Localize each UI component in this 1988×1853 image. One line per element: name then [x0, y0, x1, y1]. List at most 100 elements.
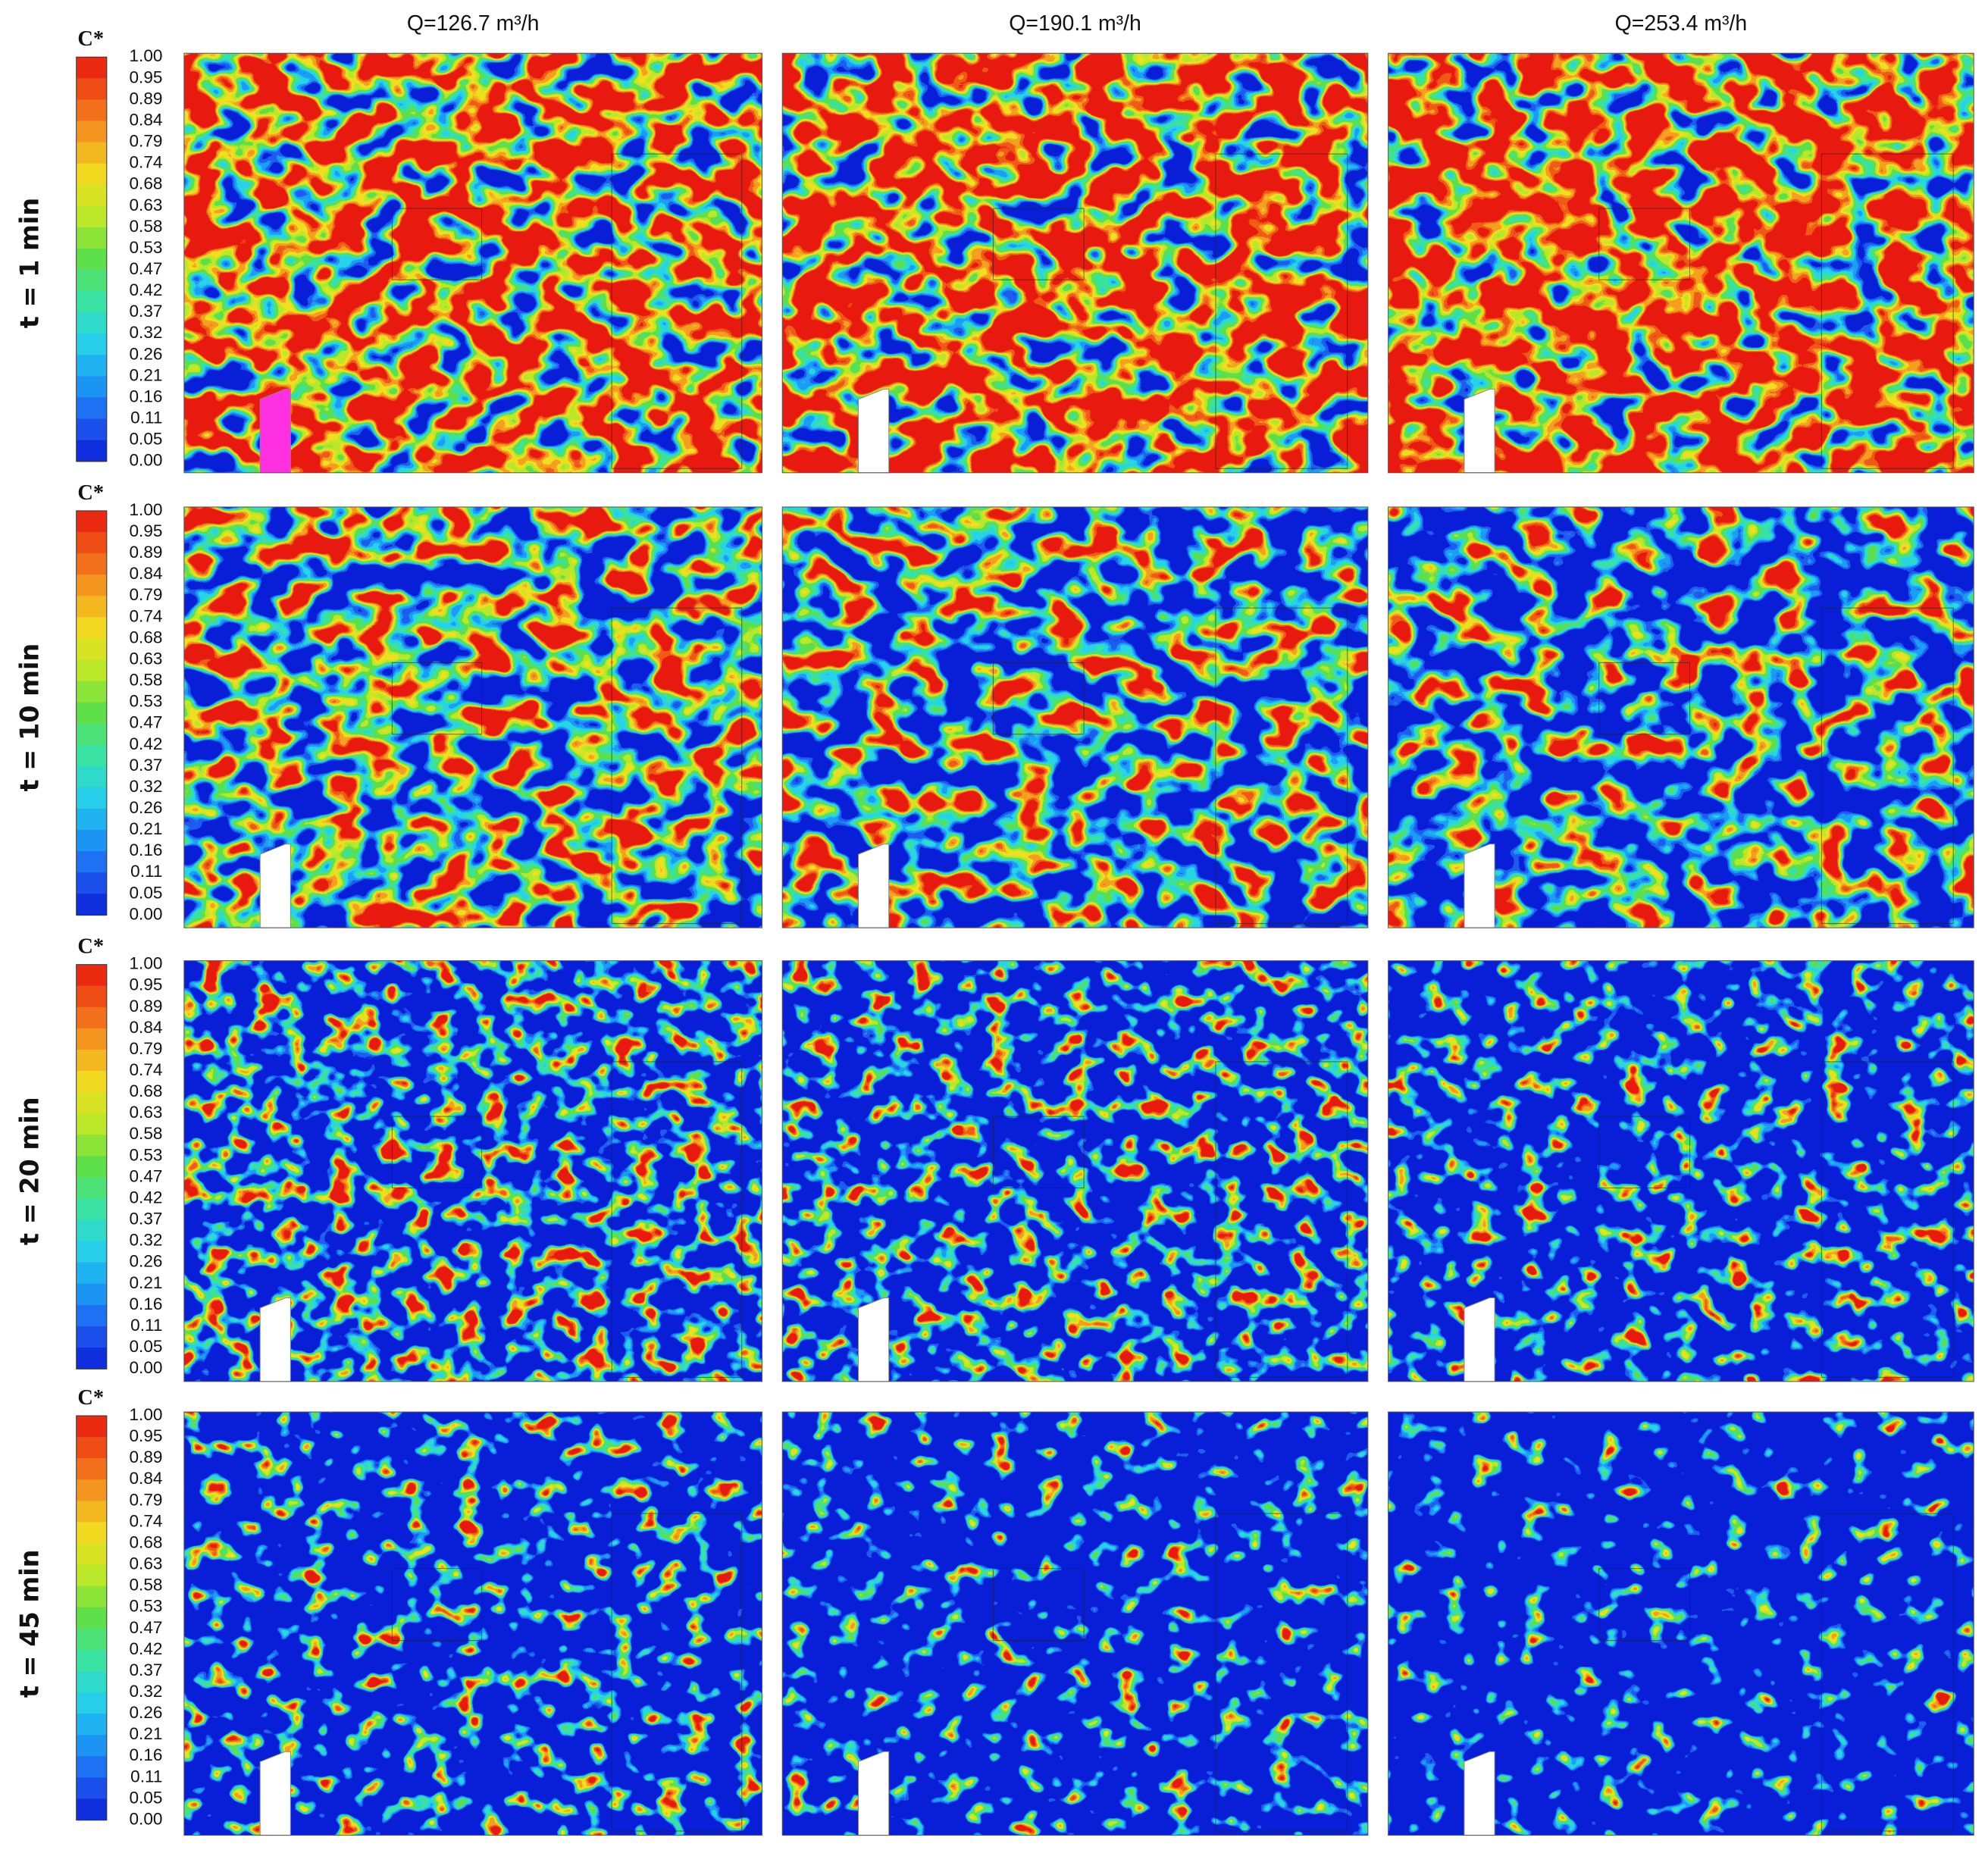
colorbar-band — [76, 1347, 107, 1369]
colorbar-band — [76, 1437, 107, 1459]
colorbar-tick-label: 0.47 — [130, 1618, 163, 1637]
region-outline — [611, 1061, 743, 1378]
colorbar-band — [76, 574, 107, 596]
colorbar-tick-label: 0.32 — [130, 1231, 163, 1250]
colorbar-band — [76, 270, 107, 292]
colorbar-tick-label: 0.11 — [130, 408, 162, 427]
colorbar-tick-label: 0.58 — [130, 1576, 163, 1595]
colorbar-band — [76, 1735, 107, 1757]
colorbar-band — [76, 205, 107, 228]
colorbar-band — [76, 985, 107, 1008]
colorbar-tick-label: 0.79 — [130, 1490, 163, 1509]
colorbar-tick-label: 0.84 — [130, 1469, 163, 1488]
colorbar-tick-label: 0.68 — [130, 1081, 163, 1100]
colorbar-band — [76, 440, 107, 462]
colorbar-tick-label: 0.16 — [130, 1745, 163, 1764]
region-outline — [1598, 662, 1691, 735]
obstacle — [259, 1751, 291, 1836]
colorbar-tick-label: 0.47 — [130, 1166, 163, 1185]
colorbar-tick-label: 0.11 — [130, 1316, 162, 1335]
colorbar-tick-label: 0.11 — [130, 1767, 162, 1786]
colorbar-tick-label: 0.11 — [130, 862, 162, 881]
colorbar-tick-label: 0.42 — [130, 1639, 163, 1658]
row-label: t = 45 min — [15, 1550, 45, 1698]
colorbar-tick-label: 0.00 — [130, 904, 163, 923]
panel-frame — [183, 1411, 762, 1836]
obstacle — [1464, 844, 1495, 928]
obstacle — [259, 844, 291, 928]
colorbar-band — [76, 553, 107, 575]
colorbar-tick-label: 0.53 — [130, 1597, 163, 1616]
column-header: Q=253.4 m³/h — [1615, 11, 1748, 36]
colorbar-tick-label: 0.84 — [130, 110, 163, 129]
colorbar-band — [76, 787, 107, 809]
colorbar-band — [76, 659, 107, 682]
colorbar-tick-label: 1.00 — [130, 46, 163, 65]
panel-frame — [781, 506, 1369, 928]
colorbar-tick-label: 0.21 — [130, 365, 163, 384]
region-outline — [391, 1116, 483, 1188]
colorbar-tick-label: 0.32 — [130, 777, 163, 796]
colorbar-band — [76, 851, 107, 873]
colorbar-band — [76, 1670, 107, 1693]
region-outline — [992, 1116, 1085, 1188]
colorbar-tick-label: 0.32 — [130, 323, 163, 342]
panel-frame — [183, 506, 762, 928]
colorbar-band — [76, 1028, 107, 1050]
region-outline — [1821, 607, 1954, 925]
colorbar-tick-label: 0.42 — [130, 1188, 163, 1207]
colorbar-band — [76, 532, 107, 554]
colorbar-band — [76, 1113, 107, 1135]
panel-frame — [1388, 506, 1974, 928]
panel-frame — [1388, 1411, 1974, 1836]
colorbar-band — [76, 1006, 107, 1029]
colorbar-tick-label: 0.21 — [130, 1724, 163, 1743]
panel-frame — [183, 960, 762, 1382]
colorbar-tick-label: 0.79 — [130, 1039, 163, 1058]
colorbar-band — [76, 1543, 107, 1566]
colorbar-tick-label: 0.00 — [130, 1809, 163, 1828]
colorbar-band — [76, 397, 107, 420]
colorbar-band — [76, 376, 107, 399]
colorbar-band — [76, 1777, 107, 1800]
colorbar-band — [76, 1628, 107, 1651]
region-outline — [1215, 153, 1348, 469]
colorbar-band — [76, 830, 107, 852]
colorbar-band — [76, 99, 107, 122]
colorbar-band — [76, 1564, 107, 1587]
colorbar-tick-label: 0.95 — [130, 1426, 163, 1445]
colorbar-band — [76, 702, 107, 725]
colorbar-tick-label: 0.05 — [130, 430, 163, 449]
colorbar-band — [76, 1649, 107, 1672]
colorbar-band — [76, 1156, 107, 1178]
colorbar-band — [76, 355, 107, 377]
colorbar-band — [76, 1756, 107, 1779]
obstacle — [858, 388, 890, 474]
colorbar-band — [76, 809, 107, 831]
colorbar-band — [76, 617, 107, 640]
colorbar-band — [76, 418, 107, 441]
region-outline — [1598, 1116, 1691, 1188]
panel-frame — [781, 1411, 1369, 1836]
colorbar-band — [76, 1135, 107, 1157]
region-outline — [1821, 1061, 1954, 1378]
colorbar-tick-label: 0.16 — [130, 1294, 163, 1313]
colorbar-tick-label: 0.53 — [130, 692, 163, 711]
colorbar-band — [76, 333, 107, 356]
colorbar-tick-label: 0.95 — [130, 67, 163, 86]
colorbar-tick-label: 0.47 — [130, 713, 163, 732]
colorbar-tick-label: 0.58 — [130, 217, 163, 236]
colorbar-tick-label: 0.05 — [130, 1788, 163, 1807]
colorbar-tick-label: 0.89 — [130, 89, 163, 108]
colorbar-frame — [76, 510, 108, 916]
colorbar-tick-label: 0.26 — [130, 798, 163, 817]
colorbar-band — [76, 1607, 107, 1629]
panel-frame — [781, 960, 1369, 1382]
colorbar-band — [76, 57, 107, 80]
colorbar-band — [76, 312, 107, 334]
region-outline — [1215, 1513, 1348, 1832]
region-outline — [1215, 1061, 1348, 1378]
colorbar-band — [76, 163, 107, 186]
colorbar-band — [76, 1416, 107, 1438]
